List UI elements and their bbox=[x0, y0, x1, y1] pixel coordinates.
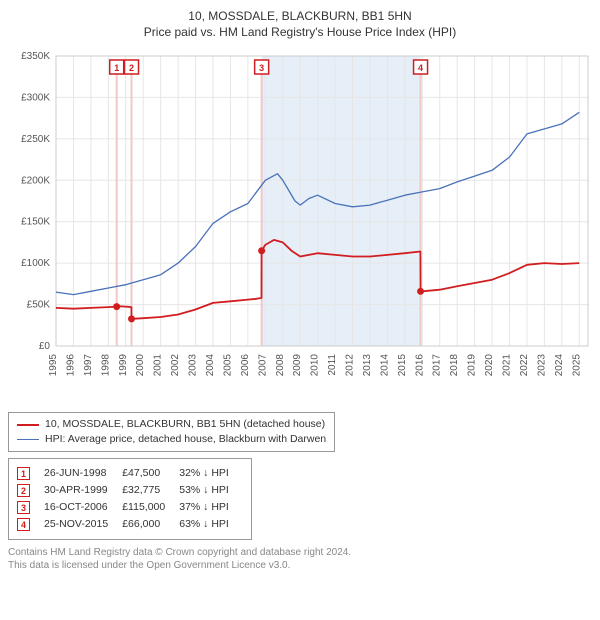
event-row: 4 25-NOV-2015£66,00063% ↓ HPI bbox=[17, 516, 243, 533]
svg-text:2013: 2013 bbox=[362, 354, 373, 377]
svg-text:2021: 2021 bbox=[502, 354, 513, 377]
legend-label: HPI: Average price, detached house, Blac… bbox=[45, 432, 326, 447]
sale-events: 1 26-JUN-1998£47,50032% ↓ HPI 2 30-APR-1999… bbox=[8, 458, 252, 540]
event-price: £32,775 bbox=[122, 482, 179, 499]
svg-text:2022: 2022 bbox=[519, 354, 530, 377]
event-row: 2 30-APR-1999£32,77553% ↓ HPI bbox=[17, 482, 243, 499]
event-marker: 1 bbox=[17, 467, 30, 480]
svg-text:2025: 2025 bbox=[571, 354, 582, 377]
svg-text:1998: 1998 bbox=[100, 354, 111, 377]
svg-text:1999: 1999 bbox=[118, 354, 129, 377]
svg-text:2006: 2006 bbox=[240, 354, 251, 377]
price-chart: £0 £50K £100K £150K £200K £250K £300K £350K 1995… bbox=[8, 46, 592, 406]
svg-text:£350K: £350K bbox=[21, 51, 50, 62]
svg-text:£100K: £100K bbox=[21, 259, 50, 270]
svg-text:2019: 2019 bbox=[467, 354, 478, 377]
event-date: 26-JUN-1998 bbox=[44, 465, 122, 482]
svg-text:2014: 2014 bbox=[379, 354, 390, 377]
svg-text:1997: 1997 bbox=[83, 354, 94, 377]
event-marker: 3 bbox=[17, 501, 30, 514]
svg-text:£300K: £300K bbox=[21, 93, 50, 104]
footer-line: Contains HM Land Registry data © Crown c… bbox=[8, 546, 592, 559]
event-price: £47,500 bbox=[122, 465, 179, 482]
legend-swatch-property bbox=[17, 424, 39, 426]
svg-text:2024: 2024 bbox=[554, 354, 565, 377]
legend-item: HPI: Average price, detached house, Blac… bbox=[17, 432, 326, 447]
svg-text:4: 4 bbox=[418, 63, 423, 73]
svg-text:2012: 2012 bbox=[345, 354, 356, 377]
svg-text:£250K: £250K bbox=[21, 134, 50, 145]
event-pct: 53% ↓ HPI bbox=[179, 482, 243, 499]
svg-text:2008: 2008 bbox=[275, 354, 286, 377]
attribution-footer: Contains HM Land Registry data © Crown c… bbox=[8, 546, 592, 572]
svg-text:2: 2 bbox=[129, 63, 134, 73]
svg-text:2002: 2002 bbox=[170, 354, 181, 377]
legend: 10, MOSSDALE, BLACKBURN, BB1 5HN (detach… bbox=[8, 412, 335, 451]
chart-header: 10, MOSSDALE, BLACKBURN, BB1 5HN Price p… bbox=[8, 8, 592, 40]
svg-text:2007: 2007 bbox=[257, 354, 268, 377]
svg-text:£50K: £50K bbox=[27, 300, 51, 311]
svg-text:2004: 2004 bbox=[205, 354, 216, 377]
event-price: £115,000 bbox=[122, 499, 179, 516]
svg-text:1996: 1996 bbox=[65, 354, 76, 377]
svg-text:2003: 2003 bbox=[188, 354, 199, 377]
legend-item: 10, MOSSDALE, BLACKBURN, BB1 5HN (detach… bbox=[17, 417, 326, 432]
footer-line: This data is licensed under the Open Gov… bbox=[8, 559, 592, 572]
event-marker: 4 bbox=[17, 518, 30, 531]
svg-text:2023: 2023 bbox=[536, 354, 547, 377]
svg-text:2001: 2001 bbox=[153, 354, 164, 377]
svg-text:2018: 2018 bbox=[449, 354, 460, 377]
events-table: 1 26-JUN-1998£47,50032% ↓ HPI 2 30-APR-1999… bbox=[17, 465, 243, 533]
svg-text:£150K: £150K bbox=[21, 217, 50, 228]
event-date: 16-OCT-2006 bbox=[44, 499, 122, 516]
event-pct: 37% ↓ HPI bbox=[179, 499, 243, 516]
svg-text:2010: 2010 bbox=[310, 354, 321, 377]
event-price: £66,000 bbox=[122, 516, 179, 533]
subtitle: Price paid vs. HM Land Registry's House … bbox=[8, 24, 592, 40]
event-marker: 2 bbox=[17, 484, 30, 497]
event-date: 25-NOV-2015 bbox=[44, 516, 122, 533]
svg-text:2017: 2017 bbox=[432, 354, 443, 377]
event-row: 3 16-OCT-2006£115,00037% ↓ HPI bbox=[17, 499, 243, 516]
svg-text:2016: 2016 bbox=[414, 354, 425, 377]
legend-swatch-hpi bbox=[17, 439, 39, 441]
svg-text:2009: 2009 bbox=[292, 354, 303, 377]
svg-text:2005: 2005 bbox=[222, 354, 233, 377]
chart-container: £0 £50K £100K £150K £200K £250K £300K £350K 1995… bbox=[8, 46, 592, 406]
event-date: 30-APR-1999 bbox=[44, 482, 122, 499]
svg-text:2020: 2020 bbox=[484, 354, 495, 377]
event-pct: 32% ↓ HPI bbox=[179, 465, 243, 482]
svg-text:2015: 2015 bbox=[397, 354, 408, 377]
svg-text:£0: £0 bbox=[39, 341, 51, 352]
legend-label: 10, MOSSDALE, BLACKBURN, BB1 5HN (detach… bbox=[45, 417, 325, 432]
address-title: 10, MOSSDALE, BLACKBURN, BB1 5HN bbox=[8, 8, 592, 24]
event-pct: 63% ↓ HPI bbox=[179, 516, 243, 533]
svg-text:£200K: £200K bbox=[21, 176, 50, 187]
svg-text:3: 3 bbox=[259, 63, 264, 73]
svg-text:2011: 2011 bbox=[327, 354, 338, 376]
svg-text:1995: 1995 bbox=[48, 354, 59, 377]
svg-text:1: 1 bbox=[114, 63, 119, 73]
event-row: 1 26-JUN-1998£47,50032% ↓ HPI bbox=[17, 465, 243, 482]
svg-text:2000: 2000 bbox=[135, 354, 146, 377]
